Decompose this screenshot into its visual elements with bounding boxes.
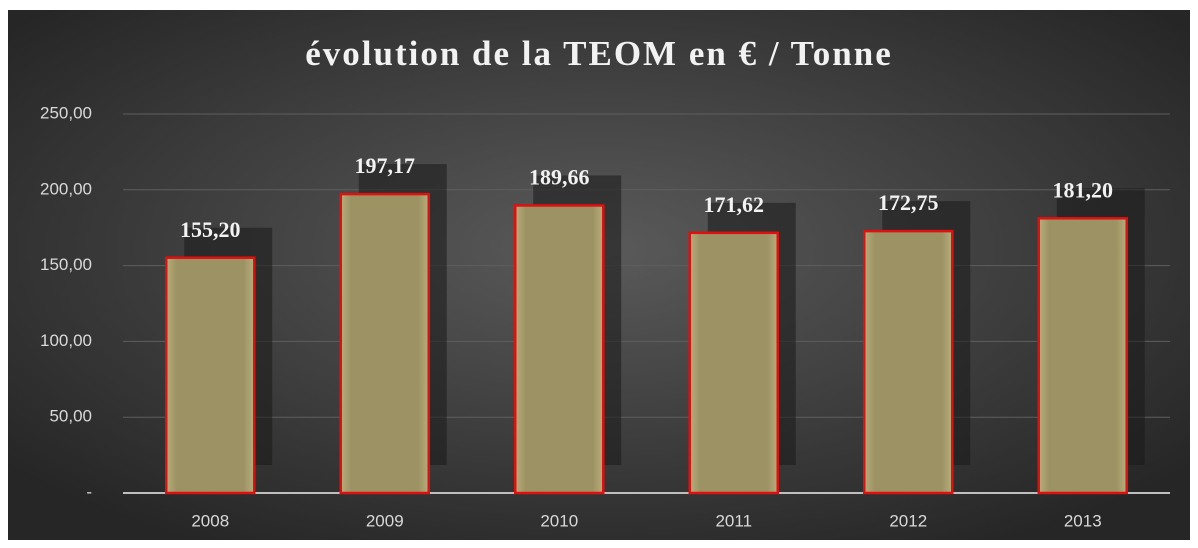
bar: [514, 204, 605, 495]
chart-title: évolution de la TEOM en € / Tonne: [305, 34, 893, 73]
y-tick-label: 50,00: [49, 407, 92, 426]
x-tick-label: 2008: [191, 511, 229, 530]
y-tick-label: 250,00: [40, 103, 92, 122]
bar: [1037, 217, 1128, 495]
y-tick-label: 200,00: [40, 179, 92, 198]
data-label: 181,20: [1053, 177, 1114, 202]
y-tick-label: 150,00: [40, 255, 92, 274]
data-label: 189,66: [529, 165, 590, 190]
data-label: 197,17: [355, 153, 416, 178]
x-tick-label: 2013: [1064, 511, 1102, 530]
data-label: 172,75: [878, 190, 939, 215]
data-label: 171,62: [704, 192, 765, 217]
bar: [688, 231, 779, 495]
y-tick-label: -: [86, 482, 92, 501]
x-tick-label: 2009: [366, 511, 404, 530]
data-label: 155,20: [180, 217, 241, 242]
x-tick-label: 2010: [540, 511, 578, 530]
y-tick-label: 100,00: [40, 331, 92, 350]
bar: [165, 256, 256, 495]
bar: [339, 192, 430, 495]
x-tick-label: 2012: [889, 511, 927, 530]
x-tick-label: 2011: [715, 511, 752, 530]
bar: [863, 229, 954, 495]
